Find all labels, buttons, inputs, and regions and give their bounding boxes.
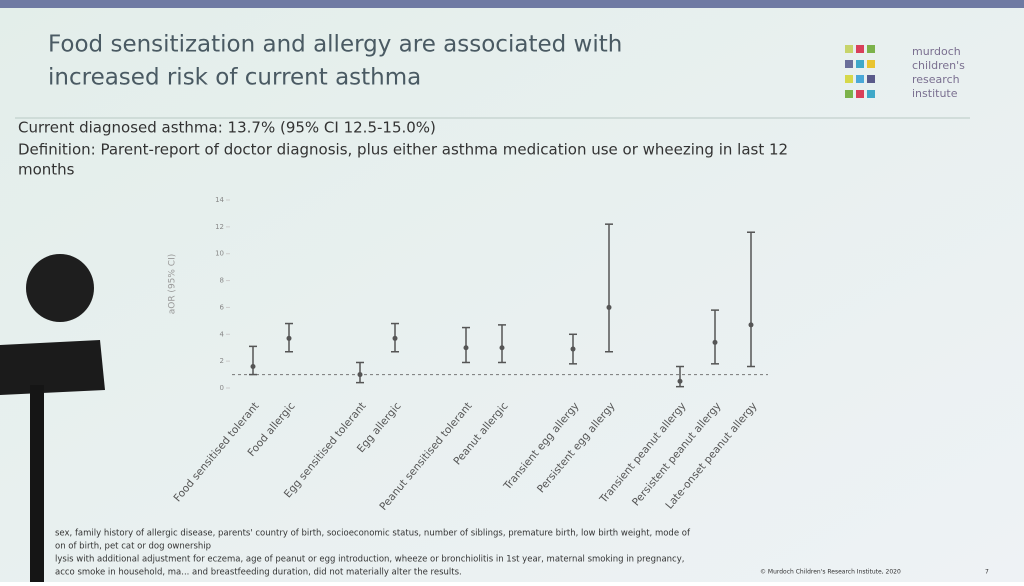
slide-title: increased risk of current asthma xyxy=(48,65,421,91)
y-tick-label: 6 xyxy=(220,303,225,311)
logo: murdoch children's research institute xyxy=(845,45,965,100)
logo-square xyxy=(845,90,853,98)
camera-body xyxy=(0,340,105,395)
logo-square xyxy=(867,60,875,68)
top-edge xyxy=(0,0,1024,8)
logo-text: murdoch xyxy=(912,45,961,58)
point-estimate xyxy=(392,335,398,341)
footnote: sex, family history of allergic disease,… xyxy=(55,529,691,539)
point-estimate xyxy=(286,335,292,341)
y-tick-label: 8 xyxy=(220,277,224,285)
point-estimate xyxy=(570,346,576,352)
logo-square xyxy=(867,45,875,53)
logo-text: research xyxy=(912,73,960,86)
footnote: lysis with additional adjustment for ecz… xyxy=(55,555,684,565)
y-tick-label: 10 xyxy=(215,250,224,258)
point-estimate xyxy=(748,322,754,328)
y-tick-label: 0 xyxy=(220,384,224,392)
point-estimate xyxy=(463,345,469,351)
logo-square xyxy=(856,60,864,68)
point-estimate xyxy=(606,304,612,310)
logo-text: institute xyxy=(912,87,958,100)
info-line: months xyxy=(18,161,75,179)
camera xyxy=(0,254,105,582)
point-estimate xyxy=(357,372,363,378)
y-axis-label: aOR (95% CI) xyxy=(168,254,178,315)
y-tick-label: 4 xyxy=(220,330,225,338)
logo-square xyxy=(867,75,875,83)
info-line: Current diagnosed asthma: 13.7% (95% CI … xyxy=(18,119,436,137)
logo-square xyxy=(856,45,864,53)
point-estimate xyxy=(499,345,505,351)
logo-square xyxy=(856,75,864,83)
logo-square xyxy=(845,60,853,68)
camera-stand xyxy=(30,385,44,582)
point-estimate xyxy=(712,339,718,345)
point-estimate xyxy=(677,378,683,384)
slide-title: Food sensitization and allergy are assoc… xyxy=(48,32,622,58)
logo-square xyxy=(845,75,853,83)
info-line: Definition: Parent-report of doctor diag… xyxy=(18,141,788,159)
page-number: 7 xyxy=(985,569,989,576)
camera-head xyxy=(26,254,94,322)
logo-text: children's xyxy=(912,59,965,72)
y-tick-label: 12 xyxy=(215,223,224,231)
y-tick-label: 2 xyxy=(220,357,224,365)
logo-square xyxy=(856,90,864,98)
logo-square xyxy=(867,90,875,98)
credit: © Murdoch Children's Research Institute,… xyxy=(760,569,901,576)
point-estimate xyxy=(250,364,256,370)
logo-square xyxy=(845,45,853,53)
y-tick-label: 14 xyxy=(215,196,224,204)
footnote: acco smoke in household, ma... and breas… xyxy=(55,568,462,578)
footnote: on of birth, pet cat or dog ownership xyxy=(55,542,211,552)
